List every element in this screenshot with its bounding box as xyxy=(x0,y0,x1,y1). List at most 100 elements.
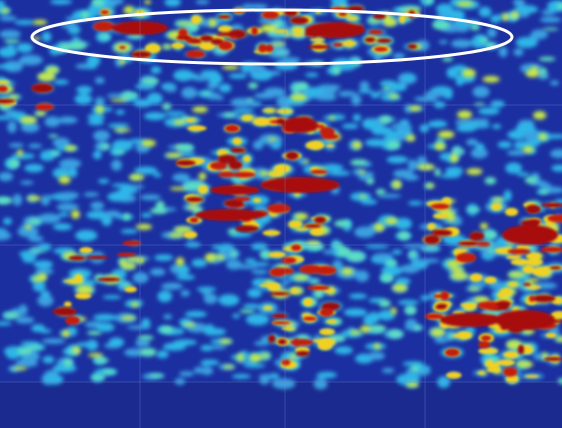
heat-blob xyxy=(430,203,450,210)
heat-blob xyxy=(399,264,420,274)
heat-blob xyxy=(116,252,137,257)
heat-blob xyxy=(305,141,325,150)
heat-blob xyxy=(309,38,326,42)
heat-blob xyxy=(395,277,411,286)
heat-blob xyxy=(468,287,480,291)
heat-blob xyxy=(58,191,80,199)
heat-blob xyxy=(523,282,532,287)
heat-blob xyxy=(15,359,38,368)
heat-blob xyxy=(445,371,462,379)
heat-blob xyxy=(44,374,64,385)
heat-blob xyxy=(119,58,126,65)
heat-blob xyxy=(175,160,196,166)
heat-blob xyxy=(148,374,165,378)
heat-blob xyxy=(86,330,102,336)
heat-blob xyxy=(251,242,268,251)
highlight-ellipse xyxy=(30,8,514,66)
heat-blob xyxy=(522,265,534,274)
heat-blob xyxy=(26,195,42,201)
heat-blob xyxy=(478,37,489,43)
heat-blob xyxy=(230,250,237,258)
heat-blob xyxy=(244,258,257,264)
heat-blob xyxy=(252,140,264,150)
heat-blob xyxy=(376,38,392,44)
heat-blob xyxy=(208,18,217,27)
heat-blob xyxy=(0,0,6,9)
heat-blob xyxy=(527,278,540,283)
heat-blob xyxy=(218,83,232,93)
heat-blob xyxy=(40,194,51,206)
heat-blob xyxy=(336,247,352,257)
heat-blob xyxy=(341,123,359,129)
heat-blob xyxy=(322,249,336,255)
heat-blob xyxy=(408,105,422,112)
heat-blob xyxy=(251,26,258,36)
heat-blob xyxy=(445,166,464,176)
heat-blob xyxy=(297,157,308,166)
heat-blob xyxy=(487,27,497,38)
heat-blob xyxy=(367,311,380,324)
heat-blob xyxy=(533,110,547,120)
heat-blob xyxy=(325,319,338,324)
heat-blob xyxy=(332,66,341,75)
heat-blob xyxy=(352,114,362,122)
heat-blob xyxy=(388,330,403,338)
heat-blob xyxy=(507,248,531,255)
heat-blob xyxy=(262,229,281,236)
heat-blob xyxy=(308,279,321,284)
heat-blob xyxy=(259,375,270,385)
heat-blob xyxy=(290,93,307,101)
heat-blob xyxy=(274,29,289,33)
heat-blob xyxy=(251,269,269,275)
heat-blob xyxy=(351,94,362,106)
heat-blob xyxy=(550,148,562,159)
heat-blob xyxy=(269,373,280,380)
heat-blob xyxy=(162,102,172,111)
heat-blob xyxy=(541,202,562,208)
heat-blob xyxy=(33,260,54,269)
heat-blob xyxy=(338,12,348,16)
heat-blob xyxy=(93,313,117,321)
heat-blob xyxy=(100,143,110,149)
heat-blob xyxy=(510,259,529,266)
heat-blob xyxy=(216,32,241,37)
heat-blob xyxy=(430,328,445,337)
heat-blob xyxy=(65,316,81,325)
heat-blob xyxy=(115,109,125,115)
heat-blob xyxy=(223,199,244,208)
heat-blob xyxy=(302,316,317,321)
heat-blob xyxy=(179,371,195,377)
heat-blob xyxy=(107,192,129,202)
heat-blob xyxy=(511,11,519,19)
heat-blob xyxy=(175,257,185,267)
heat-blob xyxy=(513,0,526,7)
heat-blob xyxy=(200,35,213,42)
heat-blob xyxy=(557,377,562,385)
heat-blob xyxy=(75,342,96,347)
heat-blob xyxy=(185,118,195,123)
heat-blob xyxy=(271,313,288,319)
heat-blob xyxy=(466,207,481,212)
heat-blob xyxy=(531,267,550,276)
heat-blob xyxy=(149,207,168,214)
heat-blob xyxy=(475,143,485,151)
heat-blob xyxy=(32,281,46,292)
heat-blob xyxy=(164,0,181,7)
heat-blob xyxy=(539,189,550,194)
heat-blob xyxy=(99,34,111,40)
heat-blob xyxy=(70,209,81,219)
heat-blob xyxy=(480,335,492,341)
heat-blob xyxy=(111,159,122,171)
heat-blob xyxy=(0,196,13,205)
heat-blob xyxy=(442,56,454,62)
heat-blob xyxy=(435,305,447,310)
heat-blob xyxy=(185,323,197,327)
heat-blob xyxy=(200,359,220,366)
heat-blob xyxy=(478,6,492,18)
heat-blob xyxy=(314,289,324,299)
heat-blob xyxy=(18,304,28,316)
heat-blob xyxy=(392,284,408,292)
heat-blob xyxy=(269,291,290,296)
heat-blob xyxy=(155,200,165,210)
